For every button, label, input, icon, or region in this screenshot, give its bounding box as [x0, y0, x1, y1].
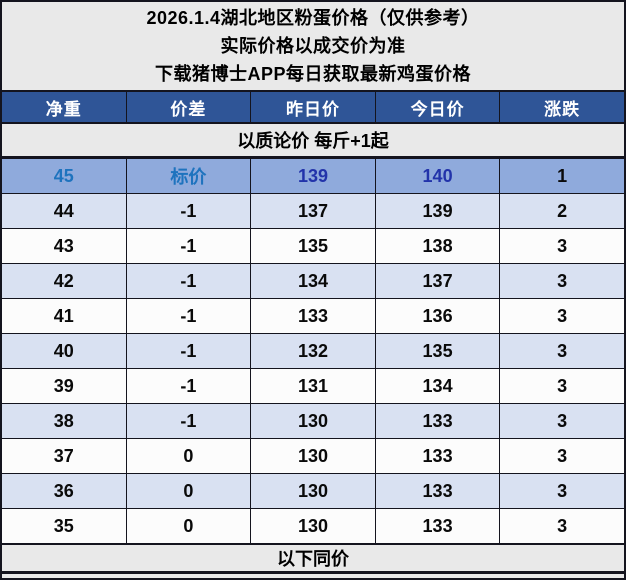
- cell-today-price: 136: [376, 299, 501, 333]
- bulletin-subtitle: 实际价格以成交价为准: [220, 36, 406, 56]
- table-body: 45 标价 139 140 1 44 -1 137 139 2 43 -1 135 138 3 42 -1 134…: [2, 159, 624, 544]
- cell-price-diff: -1: [127, 334, 252, 368]
- column-header-change: 涨跌: [544, 99, 581, 119]
- cell-yesterday-price: 131: [251, 369, 376, 403]
- cell-net-weight: 40: [2, 334, 127, 368]
- cell-price-diff: -1: [127, 229, 252, 263]
- cell-today-price: 133: [376, 509, 501, 543]
- cell-net-weight: 36: [2, 474, 127, 508]
- table-row: 39 -1 131 134 3: [2, 369, 624, 404]
- cell-net-weight: 42: [2, 264, 127, 298]
- table-row: 45 标价 139 140 1: [2, 159, 624, 194]
- pricing-note-row: 以质论价 每斤+1起: [2, 124, 624, 159]
- cell-yesterday-price: 130: [251, 404, 376, 438]
- cell-change: 3: [557, 445, 568, 466]
- cell-change: 3: [557, 305, 568, 326]
- cell-change: 3: [557, 270, 568, 291]
- cell-today-price: 139: [376, 194, 501, 228]
- cell-price-diff: 0: [127, 509, 252, 543]
- cell-yesterday-price: 130: [251, 474, 376, 508]
- table-row: 36 0 130 133 3: [2, 474, 624, 509]
- table-row: 43 -1 135 138 3: [2, 229, 624, 264]
- cell-yesterday-price: 137: [251, 194, 376, 228]
- cell-net-weight: 44: [2, 194, 127, 228]
- cell-net-weight: 38: [2, 404, 127, 438]
- cell-price-diff: -1: [127, 299, 252, 333]
- cell-price-diff: 0: [127, 474, 252, 508]
- cell-today-price: 133: [376, 404, 501, 438]
- bulletin-title: 2026.1.4湖北地区粉蛋价格（仅供参考）: [146, 8, 480, 28]
- table-row: 37 0 130 133 3: [2, 439, 624, 474]
- cell-today-price: 133: [376, 474, 501, 508]
- table-header-row: 净重 价差 昨日价 今日价 涨跌: [2, 92, 624, 124]
- cell-change: 3: [557, 340, 568, 361]
- cell-price-diff: 标价: [127, 159, 252, 193]
- bulletin-promo: 下载猪博士APP每日获取最新鸡蛋价格: [154, 64, 471, 84]
- cell-today-price: 137: [376, 264, 501, 298]
- cell-net-weight: 41: [2, 299, 127, 333]
- table-row: 42 -1 134 137 3: [2, 264, 624, 299]
- cell-yesterday-price: 135: [251, 229, 376, 263]
- cell-today-price: 134: [376, 369, 501, 403]
- cell-today-price: 135: [376, 334, 501, 368]
- cell-yesterday-price: 130: [251, 439, 376, 473]
- cell-yesterday-price: 130: [251, 509, 376, 543]
- cell-yesterday-price: 133: [251, 299, 376, 333]
- cell-change: 3: [557, 410, 568, 431]
- column-header-today-price: 今日价: [376, 92, 501, 122]
- footer-note: 以下同价: [277, 549, 349, 569]
- cell-net-weight: 43: [2, 229, 127, 263]
- cell-today-price: 133: [376, 439, 501, 473]
- column-header-yesterday-price: 昨日价: [251, 92, 376, 122]
- cell-price-diff: -1: [127, 194, 252, 228]
- cell-net-weight: 45: [2, 159, 127, 193]
- cell-net-weight: 39: [2, 369, 127, 403]
- footer-note-row: 以下同价: [2, 544, 624, 571]
- cell-change: 3: [557, 375, 568, 396]
- cell-price-diff: -1: [127, 264, 252, 298]
- cell-yesterday-price: 139: [251, 159, 376, 193]
- cell-net-weight: 37: [2, 439, 127, 473]
- cell-price-diff: -1: [127, 369, 252, 403]
- cell-yesterday-price: 132: [251, 334, 376, 368]
- cell-change: 3: [557, 480, 568, 501]
- column-header-net-weight: 净重: [2, 92, 127, 122]
- cell-change: 2: [557, 200, 568, 221]
- table-row: 44 -1 137 139 2: [2, 194, 624, 229]
- bottom-divider: [2, 571, 624, 574]
- table-row: 35 0 130 133 3: [2, 509, 624, 544]
- cell-price-diff: -1: [127, 404, 252, 438]
- table-row: 40 -1 132 135 3: [2, 334, 624, 369]
- cell-net-weight: 35: [2, 509, 127, 543]
- pricing-note: 以质论价 每斤+1起: [237, 131, 389, 151]
- cell-yesterday-price: 134: [251, 264, 376, 298]
- cell-change: 3: [557, 235, 568, 256]
- cell-change: 1: [557, 165, 568, 186]
- table-row: 41 -1 133 136 3: [2, 299, 624, 334]
- column-header-price-diff: 价差: [127, 92, 252, 122]
- bulletin-header: 2026.1.4湖北地区粉蛋价格（仅供参考） 实际价格以成交价为准 下载猪博士A…: [2, 2, 624, 92]
- cell-today-price: 140: [376, 159, 501, 193]
- cell-price-diff: 0: [127, 439, 252, 473]
- table-row: 38 -1 130 133 3: [2, 404, 624, 439]
- cell-change: 3: [557, 515, 568, 536]
- cell-today-price: 138: [376, 229, 501, 263]
